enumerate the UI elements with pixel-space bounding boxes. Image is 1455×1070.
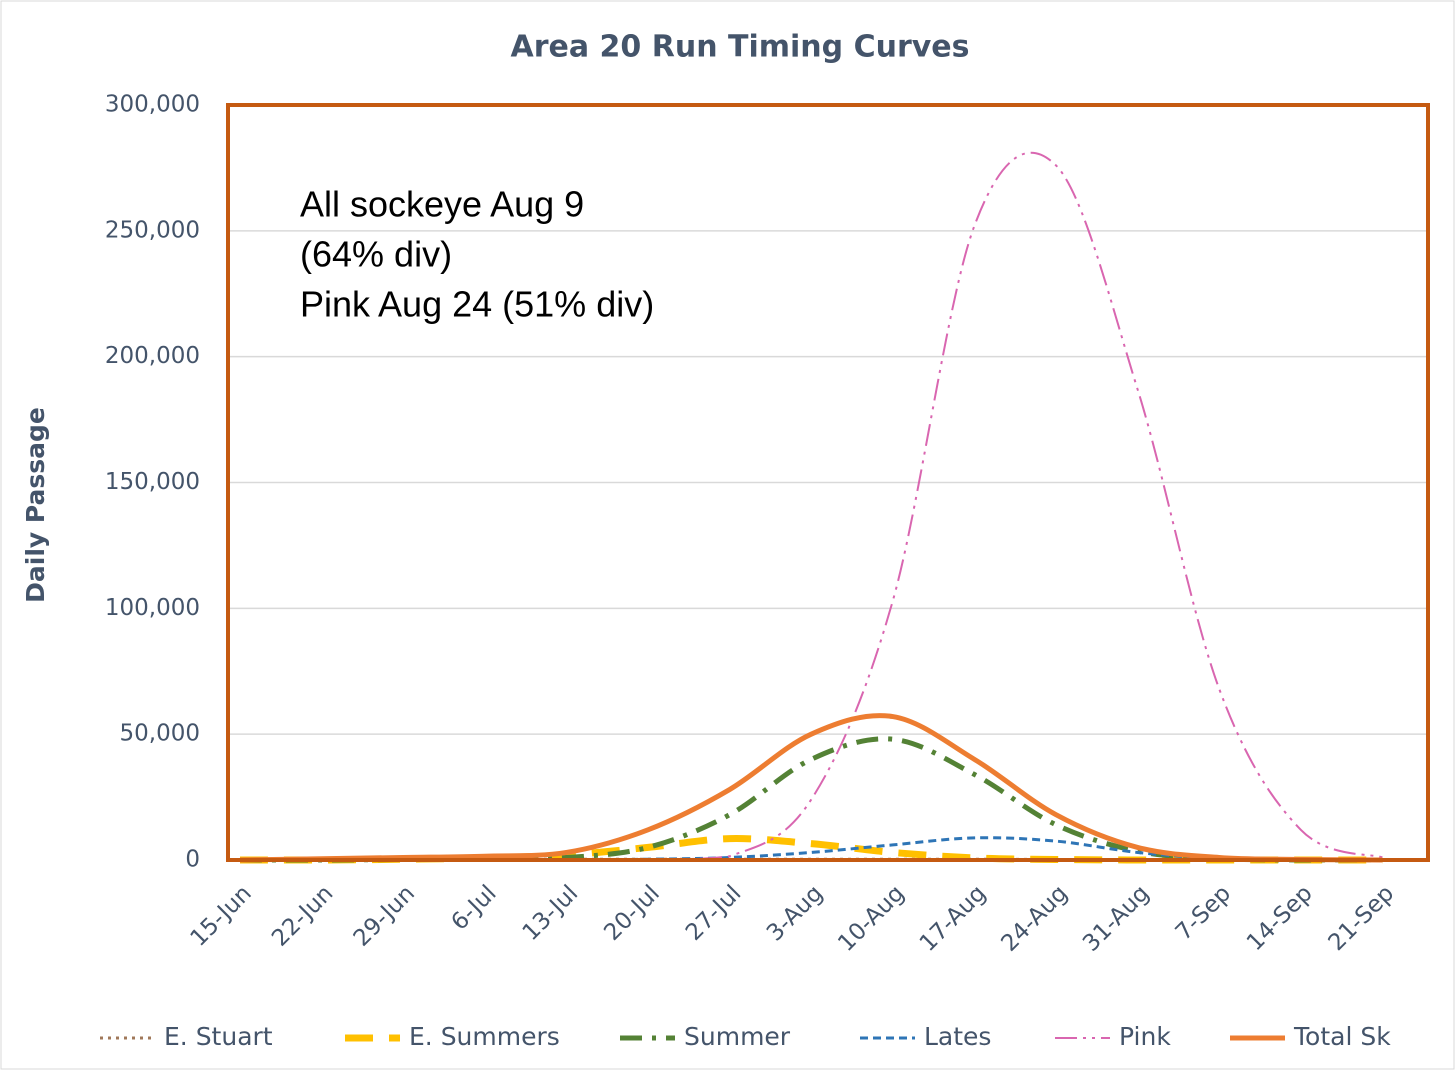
legend-label: Lates: [924, 1022, 991, 1051]
y-tick-label: 250,000: [105, 217, 200, 243]
series-line: [239, 713, 1383, 863]
y-tick-label: 50,000: [120, 721, 200, 747]
plot-frame: [226, 103, 1430, 862]
y-axis-label: Daily Passage: [21, 407, 50, 603]
legend-label: Pink: [1119, 1022, 1171, 1051]
legend-label: E. Stuart: [164, 1022, 273, 1051]
y-tick-label: 100,000: [105, 595, 200, 621]
annotation: (64% div): [300, 234, 452, 275]
legend-label: Total Sk: [1293, 1022, 1391, 1051]
annotation: All sockeye Aug 9: [300, 184, 584, 225]
legend-label: E. Summers: [409, 1022, 560, 1051]
chart-title: Area 20 Run Timing Curves: [511, 30, 970, 65]
y-tick-label: 150,000: [105, 469, 200, 495]
legend-label: Summer: [684, 1022, 791, 1051]
y-tick-label: 300,000: [105, 92, 200, 118]
y-tick-label: 200,000: [105, 343, 200, 369]
y-tick-label: 0: [185, 847, 200, 873]
annotation: Pink Aug 24 (51% div): [300, 284, 654, 325]
